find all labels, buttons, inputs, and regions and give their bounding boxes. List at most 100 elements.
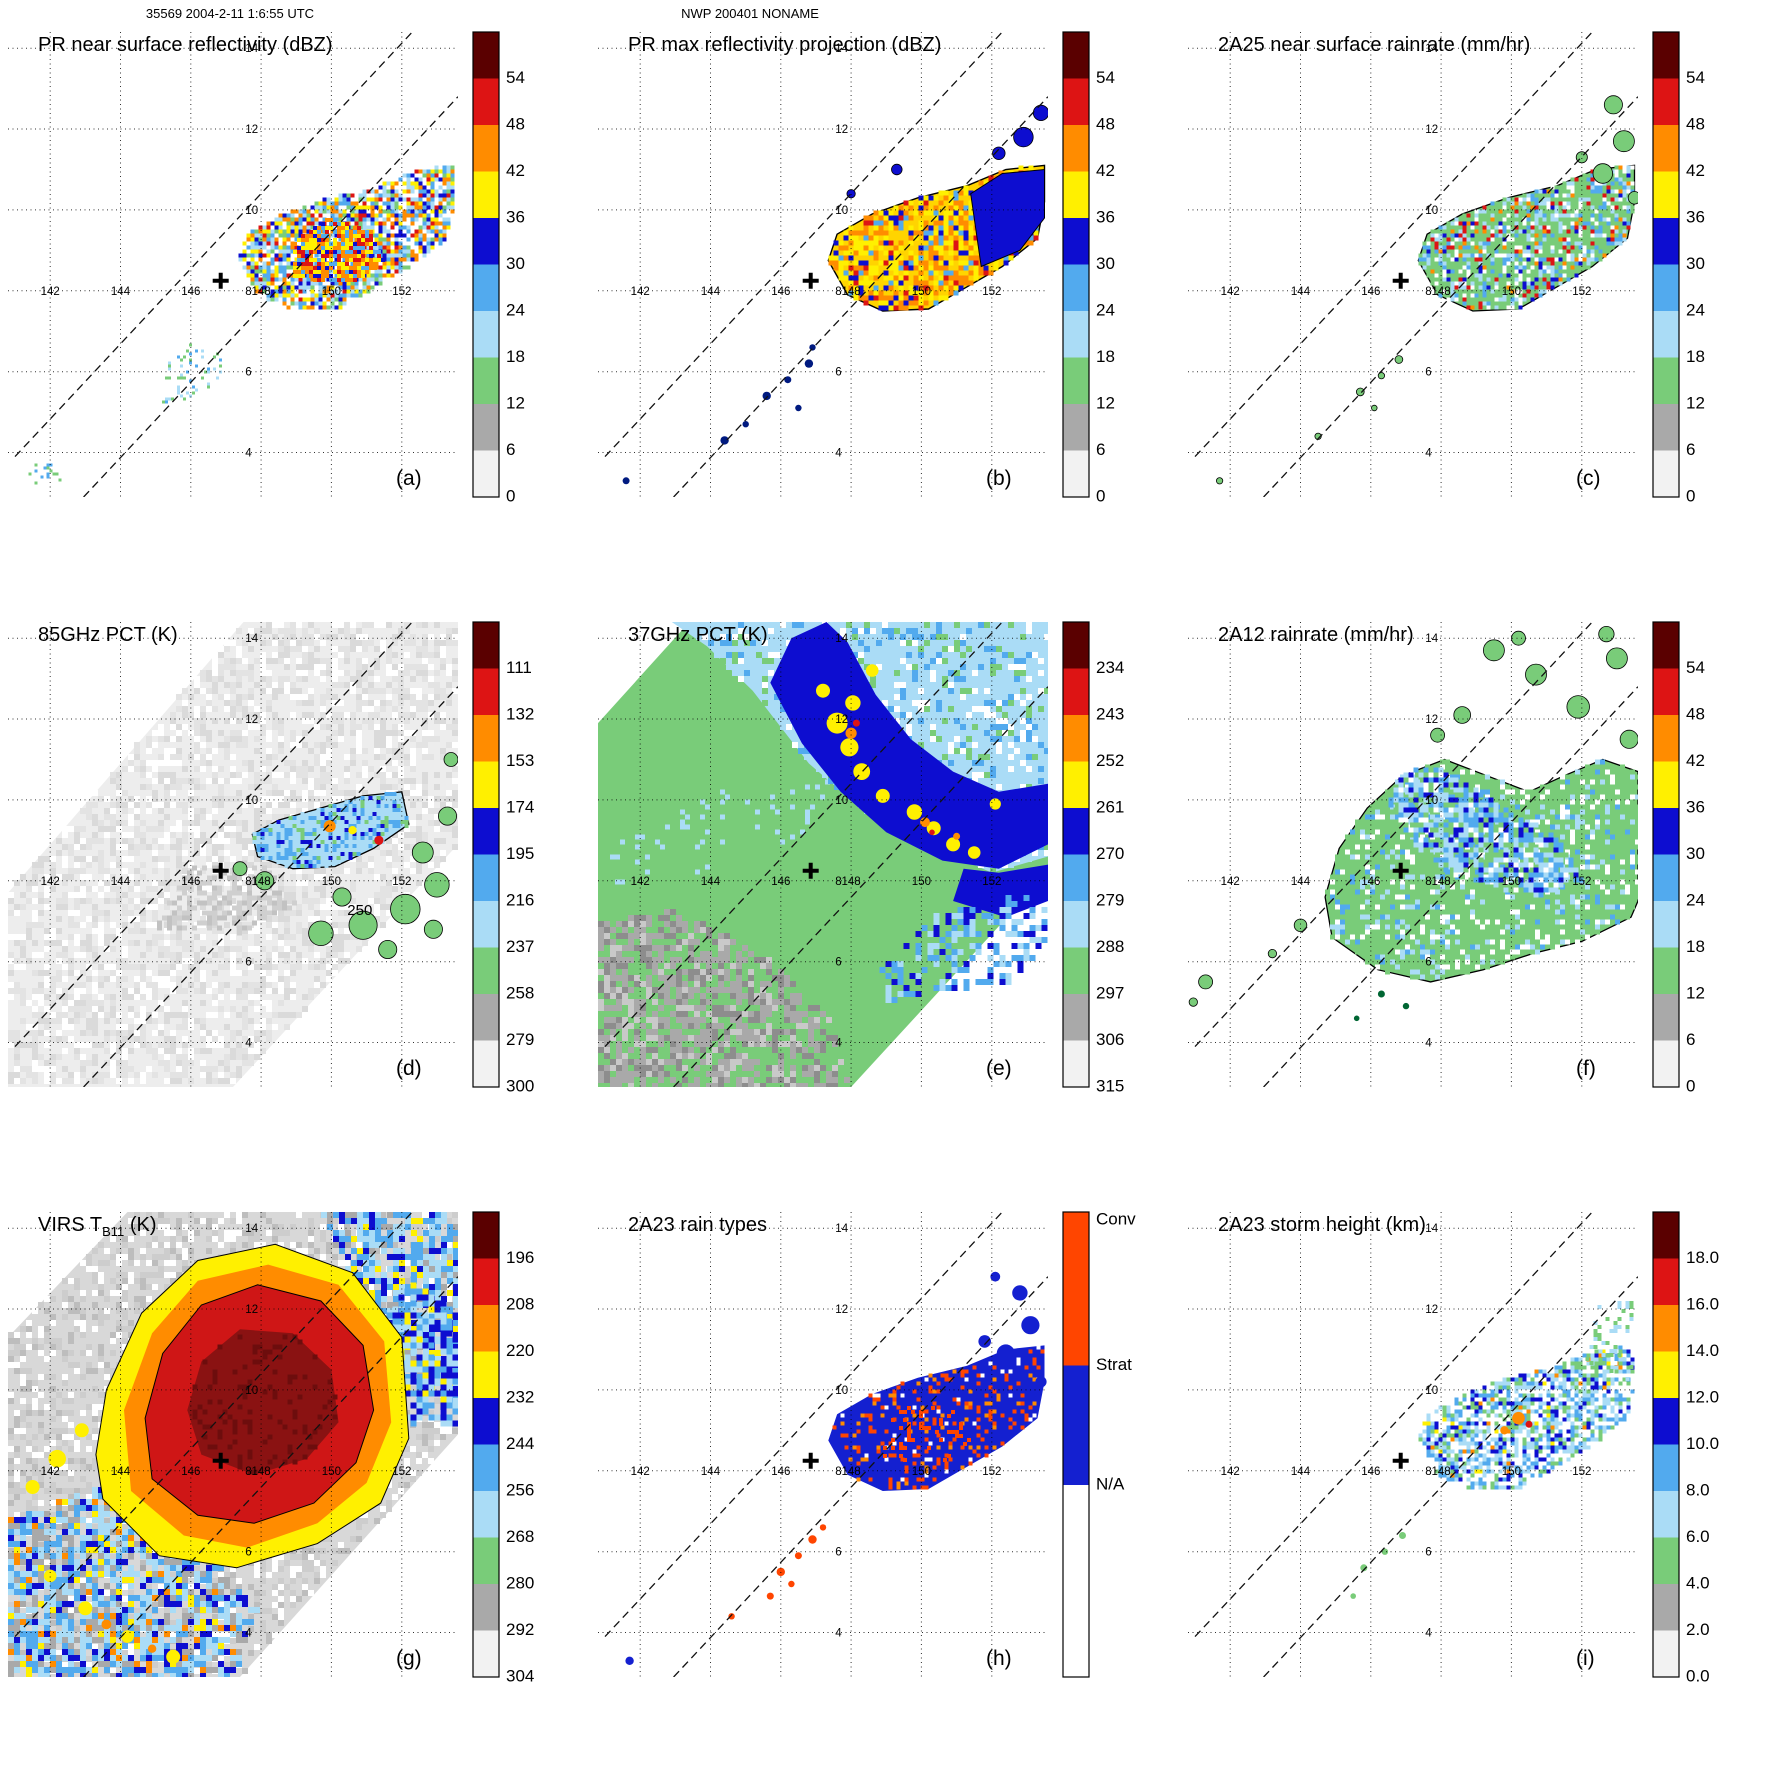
colorbar-tick-label: 54 — [1686, 68, 1705, 87]
colorbar-segment — [1653, 311, 1679, 358]
swath-edge-line — [1263, 96, 1638, 497]
lat-tick-label: 6 — [1425, 957, 1431, 969]
data-speck — [1215, 477, 1224, 485]
colorbar-tick-label: 237 — [506, 937, 534, 956]
swath-edge-line — [83, 686, 458, 1087]
colorbar-segment — [1653, 668, 1679, 716]
data-speck — [1360, 1564, 1368, 1572]
lon-tick-label: 148 — [1432, 286, 1451, 298]
data-speck — [776, 1567, 785, 1577]
colorbar-tick-label: 196 — [506, 1248, 534, 1267]
colorbar-segment — [1063, 668, 1089, 716]
colorbar-segment — [1063, 264, 1089, 312]
data-speck — [1453, 706, 1472, 724]
data-speck — [1377, 372, 1385, 380]
lat-tick-label: 10 — [1425, 205, 1438, 217]
data-speck — [989, 798, 1001, 810]
colorbar-segment — [1653, 1212, 1679, 1259]
data-speck — [809, 344, 816, 351]
colorbar-segment — [1063, 854, 1089, 902]
lon-tick-label: 148 — [842, 876, 861, 888]
panel-e: 142 144 146 148 150 152 4 6 8 10 12 14 (e) 234 243 252 2… — [590, 590, 1180, 1180]
colorbar-tick-label: 220 — [506, 1341, 534, 1360]
lon-tick-label: 146 — [771, 286, 790, 298]
lon-tick-label: 152 — [392, 876, 411, 888]
colorbar-tick-label: 111 — [506, 658, 532, 677]
data-speck — [1356, 387, 1365, 397]
colorbar-segment — [473, 994, 499, 1041]
colorbar-segment — [1653, 1258, 1679, 1306]
lon-tick-label: 150 — [1502, 1466, 1521, 1478]
colorbar-segment — [1653, 218, 1679, 265]
data-speck — [1198, 974, 1214, 990]
colorbar-tick-label: 6.0 — [1686, 1527, 1710, 1546]
colorbar-tick-label: 2.0 — [1686, 1620, 1710, 1639]
colorbar-tick-label: 30 — [1686, 844, 1705, 863]
data-speck — [147, 1644, 157, 1653]
lat-tick-label: 14 — [1425, 633, 1438, 645]
data-speck — [742, 421, 749, 428]
colorbar-tick-label: 261 — [1096, 797, 1124, 816]
data-speck — [891, 163, 903, 176]
colorbar-segment — [473, 715, 499, 762]
colorbar-e: 234 243 252 261 270 279 288 297 306 315 — [1062, 621, 1124, 1095]
data-speck — [1012, 1285, 1028, 1301]
colorbar-segment — [1063, 32, 1089, 79]
colorbar-tick-label: 0.0 — [1686, 1666, 1710, 1685]
swath-edge-line — [83, 96, 458, 497]
colorbar-segment — [1063, 622, 1089, 669]
lon-tick-label: 150 — [322, 286, 341, 298]
lon-tick-label: 152 — [392, 1466, 411, 1478]
colorbar-segment — [473, 668, 499, 716]
colorbar-tick-label: 18 — [1686, 937, 1705, 956]
colorbar-tick-label: 36 — [1686, 797, 1705, 816]
map-g: 142 144 146 148 150 152 4 6 8 10 12 14 (g) — [8, 1212, 458, 1677]
colorbar-tick-label: 54 — [1686, 658, 1705, 677]
panel-g: 142 144 146 148 150 152 4 6 8 10 12 14 (g) 196 208 220 2… — [0, 1180, 590, 1770]
contour-label: 250 — [347, 902, 372, 919]
colorbar-tick-label: 54 — [1096, 68, 1115, 87]
lon-tick-label: 152 — [392, 286, 411, 298]
data-speck — [348, 826, 357, 835]
colorbar-tick-label: 0 — [1686, 1076, 1695, 1095]
panel-letter: (a) — [396, 467, 422, 490]
data-speck — [953, 832, 961, 840]
lat-tick-label: 4 — [1425, 1038, 1432, 1050]
lat-tick-label: 12 — [245, 1304, 258, 1316]
colorbar-tick-label: 24 — [506, 300, 525, 319]
colorbar-segment — [473, 218, 499, 265]
colorbar-segment — [473, 1040, 499, 1088]
swath-edge-line — [604, 1212, 1003, 1638]
colorbar-border — [1062, 621, 1090, 1088]
colorbar-segment — [1653, 264, 1679, 312]
data-speck — [996, 1344, 1015, 1363]
colorbar-tick-label: 18.0 — [1686, 1248, 1719, 1267]
lat-tick-label: 12 — [1425, 714, 1438, 726]
lat-tick-label: 4 — [245, 1628, 252, 1640]
colorbar-segment — [1063, 125, 1089, 172]
lon-tick-label: 146 — [181, 1466, 200, 1478]
colorbar-tick-label: 288 — [1096, 937, 1124, 956]
colorbar-segment — [473, 622, 499, 669]
colorbar-border — [1652, 31, 1680, 498]
colorbar-tick-label: 0 — [506, 486, 515, 505]
colorbar-segment — [473, 1630, 499, 1678]
colorbar-tick-label: 48 — [1686, 704, 1705, 723]
lat-tick-label: 4 — [1425, 1628, 1432, 1640]
colorbar-segment — [1653, 901, 1679, 948]
lon-tick-label: 144 — [111, 1466, 131, 1478]
data-speck — [1525, 1420, 1533, 1428]
data-speck — [795, 404, 802, 412]
colorbar-segment — [1063, 311, 1089, 358]
data-speck — [1013, 126, 1034, 148]
colorbar-f: 54 48 42 36 30 24 18 12 6 0 — [1652, 621, 1705, 1095]
data-speck — [728, 1613, 735, 1620]
colorbar-segment — [473, 1584, 499, 1631]
map-i: 142 144 146 148 150 152 4 6 8 10 12 14 (i) — [1188, 1212, 1638, 1677]
colorbar-h: Conv Strat N/A — [1062, 1209, 1136, 1678]
data-speck — [808, 1535, 817, 1544]
panel-letter: (f) — [1576, 1057, 1596, 1080]
data-speck — [1353, 1015, 1360, 1022]
data-speck — [766, 1592, 774, 1600]
colorbar-tick-label: 292 — [506, 1620, 534, 1639]
